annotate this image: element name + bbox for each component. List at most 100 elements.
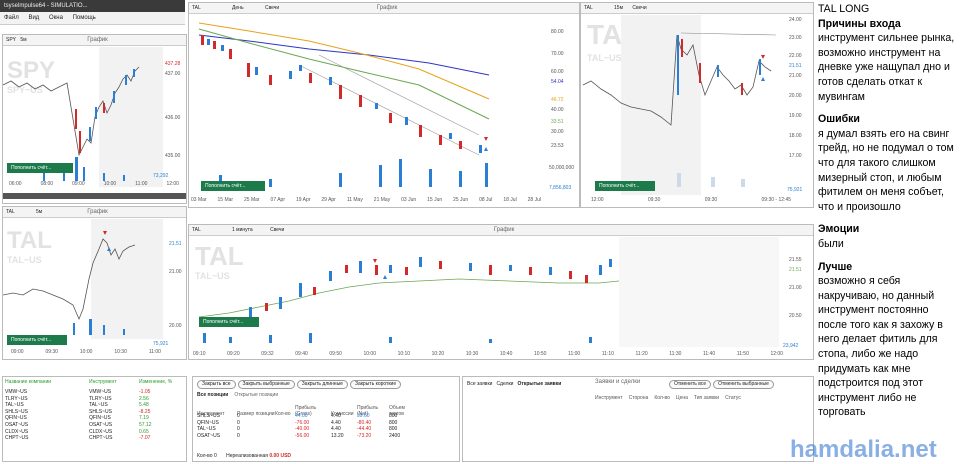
symbol-box[interactable]: SPY — [6, 37, 16, 43]
price-label: 437.00 — [165, 71, 181, 77]
price-label: 435.00 — [165, 153, 181, 159]
notes-heading: Эмоции — [818, 223, 860, 236]
fund-account-button[interactable]: Пополнить счёт... — [201, 181, 265, 191]
app-title: tsyselmpulse64 - SIMULATIO... — [4, 3, 88, 9]
notes-heading: Причины входа — [818, 17, 901, 30]
notes-paragraph: я думал взять его на свинг трейд, но не … — [818, 127, 954, 213]
chart-tab-label: График — [493, 227, 515, 233]
positions-toolbar: Закрыть все Закрыть выбранные Закрыть длин… — [197, 380, 403, 389]
notes-title: TAL LONG — [818, 3, 870, 15]
volume-label: 75,921 — [787, 187, 803, 193]
price-label: 54.04 — [551, 79, 564, 85]
time-axis: 03 Mar 15 Mar 25 Mar 07 Apr 19 Apr 29 Apr 11 M… — [191, 197, 541, 203]
positions-footer: Кол-во 0 Нереализованная 0.00 USD — [197, 453, 292, 459]
symbol-box[interactable]: TAL — [6, 209, 15, 215]
table-row[interactable]: TAL~US 0 -40.00 4.40 -44.40 800 — [197, 426, 398, 433]
watchlist-rows: VMW~US VMW~US -1.05 TLRY~US TLRY~US 2.56 TAL~U… — [5, 389, 183, 442]
time-axis: 09:00 09:30 10:00 10:30 11:00 — [11, 349, 161, 355]
timeframe[interactable]: День — [232, 5, 244, 11]
tab-deals[interactable]: Сделки — [496, 381, 514, 387]
timeframe[interactable]: 15м — [614, 5, 624, 11]
list-item[interactable]: TLRY~US TLRY~US 2.56 — [5, 395, 149, 402]
list-item[interactable]: CHPT~US CHPT~US -7.07 — [5, 435, 151, 442]
chart-type[interactable]: Свечи — [632, 5, 647, 11]
menu-file[interactable]: Файл — [4, 15, 19, 21]
fund-account-button[interactable]: Пополнить счёт... — [7, 335, 67, 345]
table-row[interactable]: OSAT~US 0 -56.00 13.20 -73.20 2400 — [197, 432, 401, 439]
tab-all-orders[interactable]: Все заявки — [467, 381, 493, 387]
notes-paragraph: были — [818, 237, 844, 250]
watermark-symbol: TAL — [7, 227, 52, 254]
fund-account-button[interactable]: Пополнить счёт... — [199, 317, 259, 327]
chart-tal-15m: TAL 15м Свечи TAL TAL~US 24.00 23.00 22.… — [580, 2, 814, 208]
table-row[interactable]: SHLS~US 0 44.00 4.40 39.60 800 — [197, 413, 398, 419]
price-label: 21.00 — [789, 73, 802, 79]
list-item[interactable]: CLDX~US CLDX~US 0.65 — [5, 428, 149, 435]
price-plot[interactable] — [581, 15, 781, 195]
price-plot[interactable] — [3, 47, 163, 187]
list-item[interactable]: TAL~US TAL~US 5.48 — [5, 402, 149, 409]
table-row[interactable]: QFIN~US 0 -76.00 4.40 -80.40 800 — [197, 419, 398, 426]
watermark-symbol: TAL — [195, 241, 244, 271]
price-label: 46.72 — [551, 97, 564, 103]
timeframe[interactable]: 1 минута — [232, 227, 253, 233]
timeframe[interactable]: 5м — [36, 209, 43, 215]
price-label: 23.53 — [551, 143, 564, 149]
price-plot[interactable] — [189, 237, 779, 347]
price-label: 40.00 — [551, 107, 564, 113]
tab-open-orders[interactable]: Открытые заявки — [517, 381, 562, 387]
watermark-ticker: TAL~US — [587, 53, 622, 63]
price-label: 21.00 — [789, 285, 802, 291]
chart-tab-label: График — [87, 209, 108, 215]
tab-open-positions[interactable]: Открытые позиции — [234, 392, 279, 398]
menu-windows[interactable]: Окна — [48, 15, 63, 21]
chart-type[interactable]: Свечи — [264, 5, 280, 11]
chart-tal-1m: TAL 1 минута Свечи График TAL TAL~US 21.… — [188, 224, 814, 360]
close-long-button[interactable]: Закрыть длинные — [296, 380, 348, 389]
app-titlebar: tsyselmpulse64 - SIMULATIO... — [0, 0, 185, 12]
chart-header: TAL День Свечи График — [189, 3, 579, 14]
close-selected-button[interactable]: Закрыть выбранные — [237, 380, 295, 389]
time-scrollbar[interactable] — [3, 193, 186, 199]
chart-tal-daily: TAL День Свечи График 80.00 70.00 60.00 … — [188, 2, 580, 208]
watermark-ticker: TAL~US — [195, 271, 230, 281]
price-label: 33.51 — [551, 119, 564, 125]
list-item[interactable]: QFIN~US QFIN~US 7.19 — [5, 415, 149, 422]
tab-all-positions[interactable]: Все позиции — [197, 392, 229, 398]
chart-tab-label: График — [87, 37, 108, 43]
positions-tabs: Все позиции Открытые позиции — [197, 392, 278, 398]
fund-account-button[interactable]: Пополнить счёт... — [595, 181, 655, 191]
site-watermark: hamdalia.net — [790, 436, 937, 463]
menu-help[interactable]: Помощь — [72, 15, 96, 21]
list-item[interactable]: SHLS~US SHLS~US -8.25 — [5, 408, 151, 415]
menu-view[interactable]: Вид — [28, 15, 40, 21]
notes-paragraph: инструмент сильнее рынка, возможно инстр… — [818, 32, 955, 103]
list-item[interactable]: VMW~US VMW~US -1.05 — [5, 389, 151, 395]
chart-tal-5m: TAL 5м График TAL TAL~US 21.51 21.00 20.… — [2, 206, 187, 360]
symbol-box[interactable]: TAL — [192, 5, 201, 11]
chart-header: TAL 1 минута Свечи График — [189, 225, 813, 236]
price-label: 23.00 — [789, 35, 802, 41]
price-label: 18.00 — [789, 133, 802, 139]
cancel-selected-button[interactable]: Отменить выбранные — [713, 380, 774, 389]
chart-type[interactable]: Свечи — [270, 227, 285, 233]
timeframe[interactable]: 5м — [20, 37, 27, 43]
price-plot[interactable] — [3, 219, 163, 339]
positions-rows: SHLS~US 0 44.00 4.40 39.60 800 QFIN~US 0 -76.00 4… — [197, 413, 419, 439]
symbol-box[interactable]: TAL — [584, 5, 593, 11]
orders-title: Заявки и сделки — [595, 379, 641, 385]
price-label: 21.51 — [169, 241, 182, 247]
fund-account-button[interactable]: Пополнить счёт... — [7, 163, 73, 173]
price-label: 20.50 — [789, 313, 802, 319]
list-item[interactable]: OSAT~US OSAT~US 57.12 — [5, 421, 152, 428]
close-short-button[interactable]: Закрыть короткие — [349, 380, 402, 389]
symbol-box[interactable]: TAL — [192, 227, 201, 233]
close-all-button[interactable]: Закрыть все — [197, 380, 236, 389]
orders-tabs: Все заявки Сделки Открытые заявки — [467, 381, 561, 387]
positions-header: Инструмент Размер позицииКол-воПрибыль (G… — [197, 405, 405, 417]
watermark-ticker: TAL~US — [7, 255, 42, 265]
volume-label: 73,292 — [153, 173, 169, 179]
positions-panel: Закрыть все Закрыть выбранные Закрыть длин… — [192, 376, 460, 462]
price-plot[interactable] — [189, 15, 539, 195]
cancel-all-button[interactable]: Отменить все — [669, 380, 712, 389]
